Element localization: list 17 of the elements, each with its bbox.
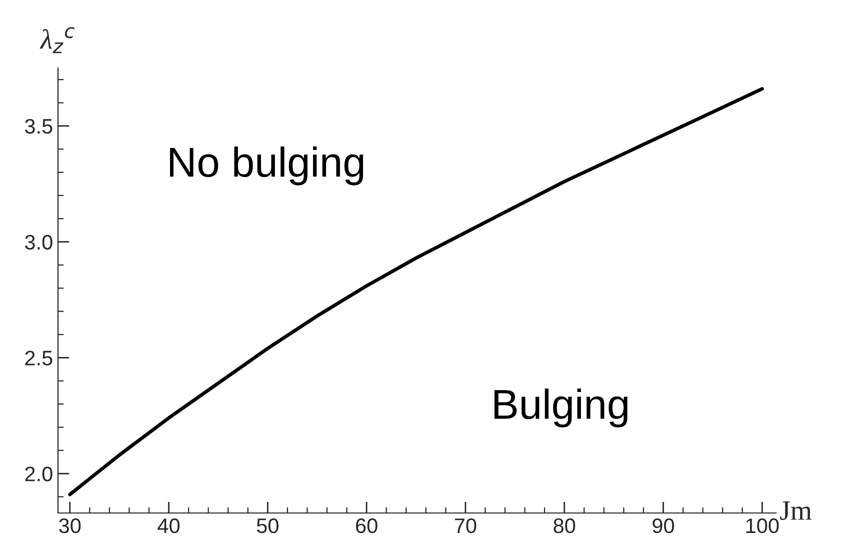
x-tick-label: 90 [652,518,674,534]
x-tick-label: 40 [158,518,180,534]
y-tick-label: 2.5 [25,350,52,366]
annotation: No bulging [170,146,364,186]
x-tick-label: 80 [554,518,576,534]
y-tick-label: 3.5 [24,118,52,134]
line-series [68,87,764,496]
x-tick-label: 100 [746,518,779,534]
x-tick-label: 60 [356,518,378,534]
x-tick-label: 30 [59,518,81,534]
annotation: Bulging [494,388,628,428]
x-axis-title: Jm [780,501,812,520]
y-tick-label: 2.0 [25,466,52,482]
y-axis-title: λ$_{z}$$^{c}$ [40,27,74,54]
y-tick-label: 3.0 [24,234,52,250]
x-tick-label: 70 [454,518,476,534]
x-tick-label: 50 [256,518,278,534]
